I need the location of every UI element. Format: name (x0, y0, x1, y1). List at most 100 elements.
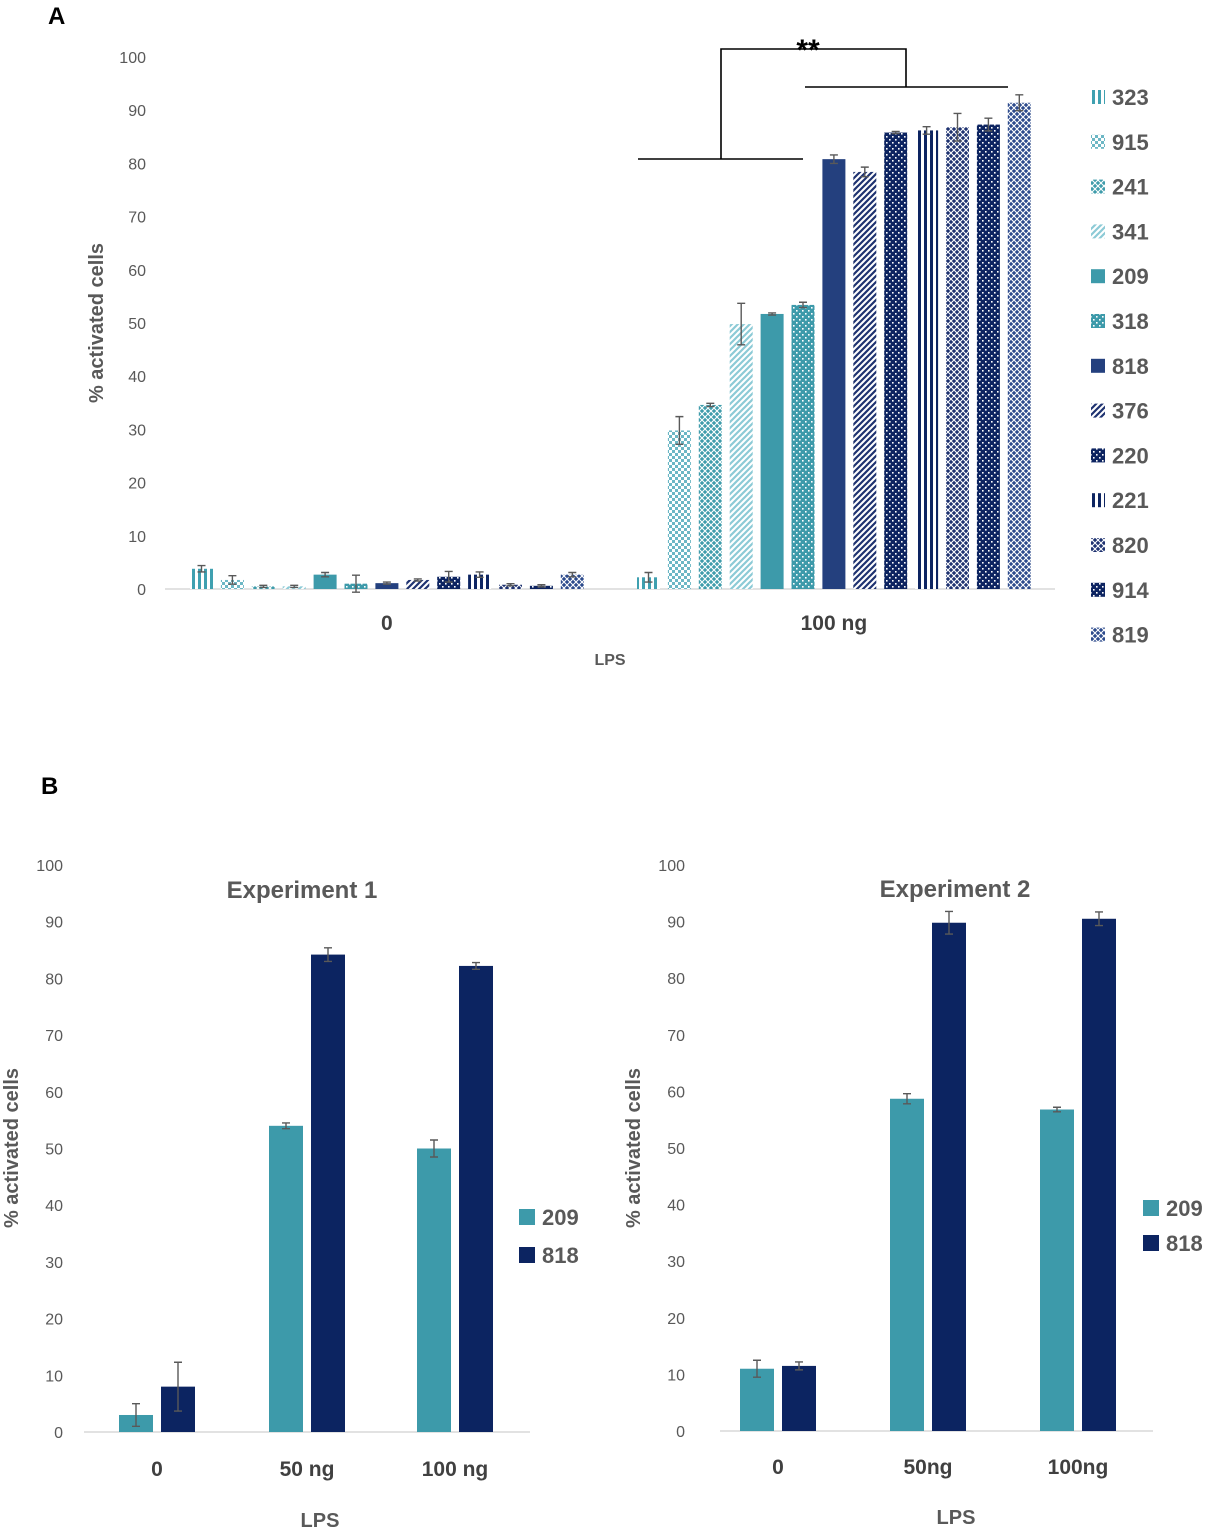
error-bar-241-0 (259, 584, 268, 589)
x-axis-label: LPS (594, 652, 625, 669)
legend-swatch-820 (1091, 538, 1105, 552)
x-tick-label: 100 ng (801, 612, 868, 635)
x-axis-label: LPS (937, 1507, 976, 1529)
chart-b-experiment-2: 0 10 20 30 40 50 60 70 80 90 100 0 50ng 100ng LPS % act… (623, 858, 1203, 1529)
bar-376-100-ng (853, 171, 877, 590)
error-bar-819-0 (568, 571, 577, 578)
x-tick-label: 50ng (903, 1456, 952, 1479)
y-tick-label: 100 (658, 858, 685, 875)
legend-label-220: 220 (1112, 443, 1149, 468)
y-tick-label: 10 (45, 1368, 63, 1385)
significance-bracket (638, 48, 1008, 160)
legend-swatch-318 (1091, 314, 1105, 328)
error-bar-820-0 (506, 582, 515, 587)
legend-swatch-323 (1091, 90, 1105, 104)
legend-label-323: 323 (1112, 85, 1149, 110)
error-bar-914-100-ng (984, 117, 993, 132)
error-bar-209-0 (753, 1359, 761, 1378)
error-bar-241-100-ng (706, 402, 715, 408)
legend-swatch-221 (1091, 493, 1105, 508)
legend-label-341: 341 (1112, 219, 1149, 244)
y-tick-label: 80 (45, 971, 63, 988)
y-tick-label: 100 (36, 858, 63, 875)
panel-a-label: A (48, 3, 65, 30)
error-bar-209-100-ng (430, 1139, 438, 1158)
bar-376-0 (406, 579, 430, 589)
error-bar-818-100-ng (829, 154, 838, 165)
error-bar-209-0 (321, 571, 330, 578)
bar-209-0 (313, 574, 337, 589)
chart-b-experiment-1: 0 10 20 30 40 50 60 70 80 90 100 0 50 ng 100 ng LPS % a… (1, 858, 579, 1530)
y-tick-label: 20 (128, 476, 146, 493)
y-tick-label: 60 (667, 1084, 685, 1101)
error-bar-221-0 (475, 571, 484, 578)
legend-label-915: 915 (1112, 130, 1149, 155)
error-bar-323-0 (197, 564, 206, 573)
legend-label-818: 818 (1112, 354, 1149, 379)
y-tick-label: 60 (45, 1085, 63, 1102)
legend-swatch-819 (1091, 627, 1105, 642)
legend-swatch-241 (1091, 179, 1105, 194)
error-bar-915-100-ng (675, 415, 684, 445)
y-tick-label: 90 (128, 103, 146, 120)
y-tick-label: 20 (45, 1312, 63, 1329)
x-tick-label: 0 (381, 612, 393, 635)
error-bar-819-100-ng (1015, 94, 1024, 112)
chart-title: Experiment 2 (880, 876, 1031, 903)
y-tick-label: 50 (45, 1142, 63, 1159)
x-tick-label: 0 (772, 1456, 784, 1479)
error-bar-818-100ng (1095, 911, 1103, 927)
legend-label-209: 209 (1112, 264, 1149, 289)
legend-swatch-209 (519, 1209, 535, 1225)
error-bar-818-50-ng (324, 947, 332, 963)
legend-swatch-209 (1091, 269, 1105, 284)
legend-label-376: 376 (1112, 399, 1149, 424)
y-tick-label: 30 (128, 422, 146, 439)
bar-914-100-ng (976, 124, 1000, 590)
bar-221-0 (468, 574, 492, 589)
panel-b-label: B (41, 773, 58, 800)
error-bar-220-100-ng (891, 130, 900, 135)
y-tick-label: 50 (667, 1141, 685, 1158)
bar-323-0 (190, 568, 213, 589)
x-tick-label: 0 (151, 1458, 163, 1481)
y-axis-label: % activated cells (623, 1068, 645, 1228)
legend-label-819: 819 (1112, 623, 1149, 648)
bar-820-0 (499, 584, 522, 589)
error-bar-376-100-ng (860, 166, 869, 178)
x-tick-label: 100ng (1048, 1456, 1109, 1479)
legend-label-818: 818 (542, 1243, 579, 1268)
bar-221-100-ng (915, 130, 939, 589)
error-bar-318-0 (352, 574, 360, 593)
bar-820-100-ng (946, 127, 969, 589)
legend-swatch-818 (1091, 358, 1105, 373)
error-bar-818-0 (795, 1361, 803, 1371)
x-tick-label: 100 ng (422, 1458, 489, 1481)
bar-209-100-ng (417, 1148, 451, 1432)
y-tick-label: 80 (128, 156, 146, 173)
y-tick-label: 60 (128, 263, 146, 280)
error-bar-341-0 (290, 584, 299, 589)
bar-323-100-ng (637, 577, 660, 589)
legend-swatch-220 (1091, 448, 1105, 463)
significance-marker: ** (796, 34, 820, 67)
error-bar-818-0 (174, 1361, 182, 1412)
bar-209-100ng (1040, 1109, 1074, 1431)
y-tick-label: 50 (128, 316, 146, 333)
legend-swatch-376 (1091, 403, 1105, 418)
error-bar-820-100-ng (953, 112, 962, 142)
y-tick-label: 90 (45, 915, 63, 932)
y-tick-label: 20 (667, 1311, 685, 1328)
y-tick-label: 30 (667, 1254, 685, 1271)
bar-818-0 (782, 1365, 816, 1431)
error-bar-209-100ng (1053, 1106, 1061, 1113)
bar-818-0 (375, 583, 399, 589)
legend-label-209: 209 (542, 1205, 579, 1230)
legend-swatch-818 (519, 1247, 535, 1263)
legend-swatch-341 (1091, 224, 1105, 239)
legend-label-914: 914 (1112, 578, 1149, 603)
x-tick-label: 50 ng (280, 1458, 335, 1481)
bar-209-0 (740, 1368, 774, 1431)
error-bar-209-50ng (903, 1092, 911, 1105)
